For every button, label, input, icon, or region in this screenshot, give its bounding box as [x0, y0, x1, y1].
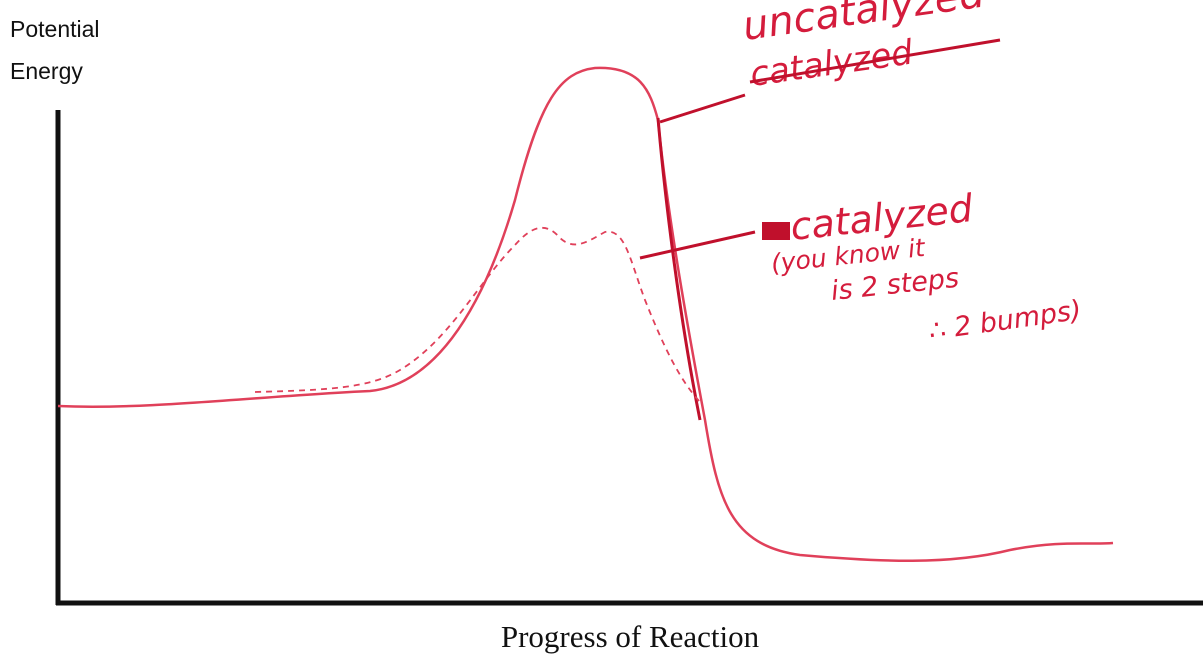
pointer-line [659, 93, 746, 124]
y-axis-label: Energy [10, 58, 83, 84]
catalyzed-note-line: ∴ 2 bumps) [927, 295, 1084, 347]
y-axis-label: Potential [10, 16, 100, 42]
pointer-line [639, 230, 756, 260]
scribble [762, 222, 790, 240]
uncatalyzed-curve-overdraw [656, 117, 702, 421]
strike-through [749, 38, 1001, 84]
x-axis-label: Progress of Reaction [501, 619, 760, 654]
catalyzed-curve [254, 226, 701, 403]
